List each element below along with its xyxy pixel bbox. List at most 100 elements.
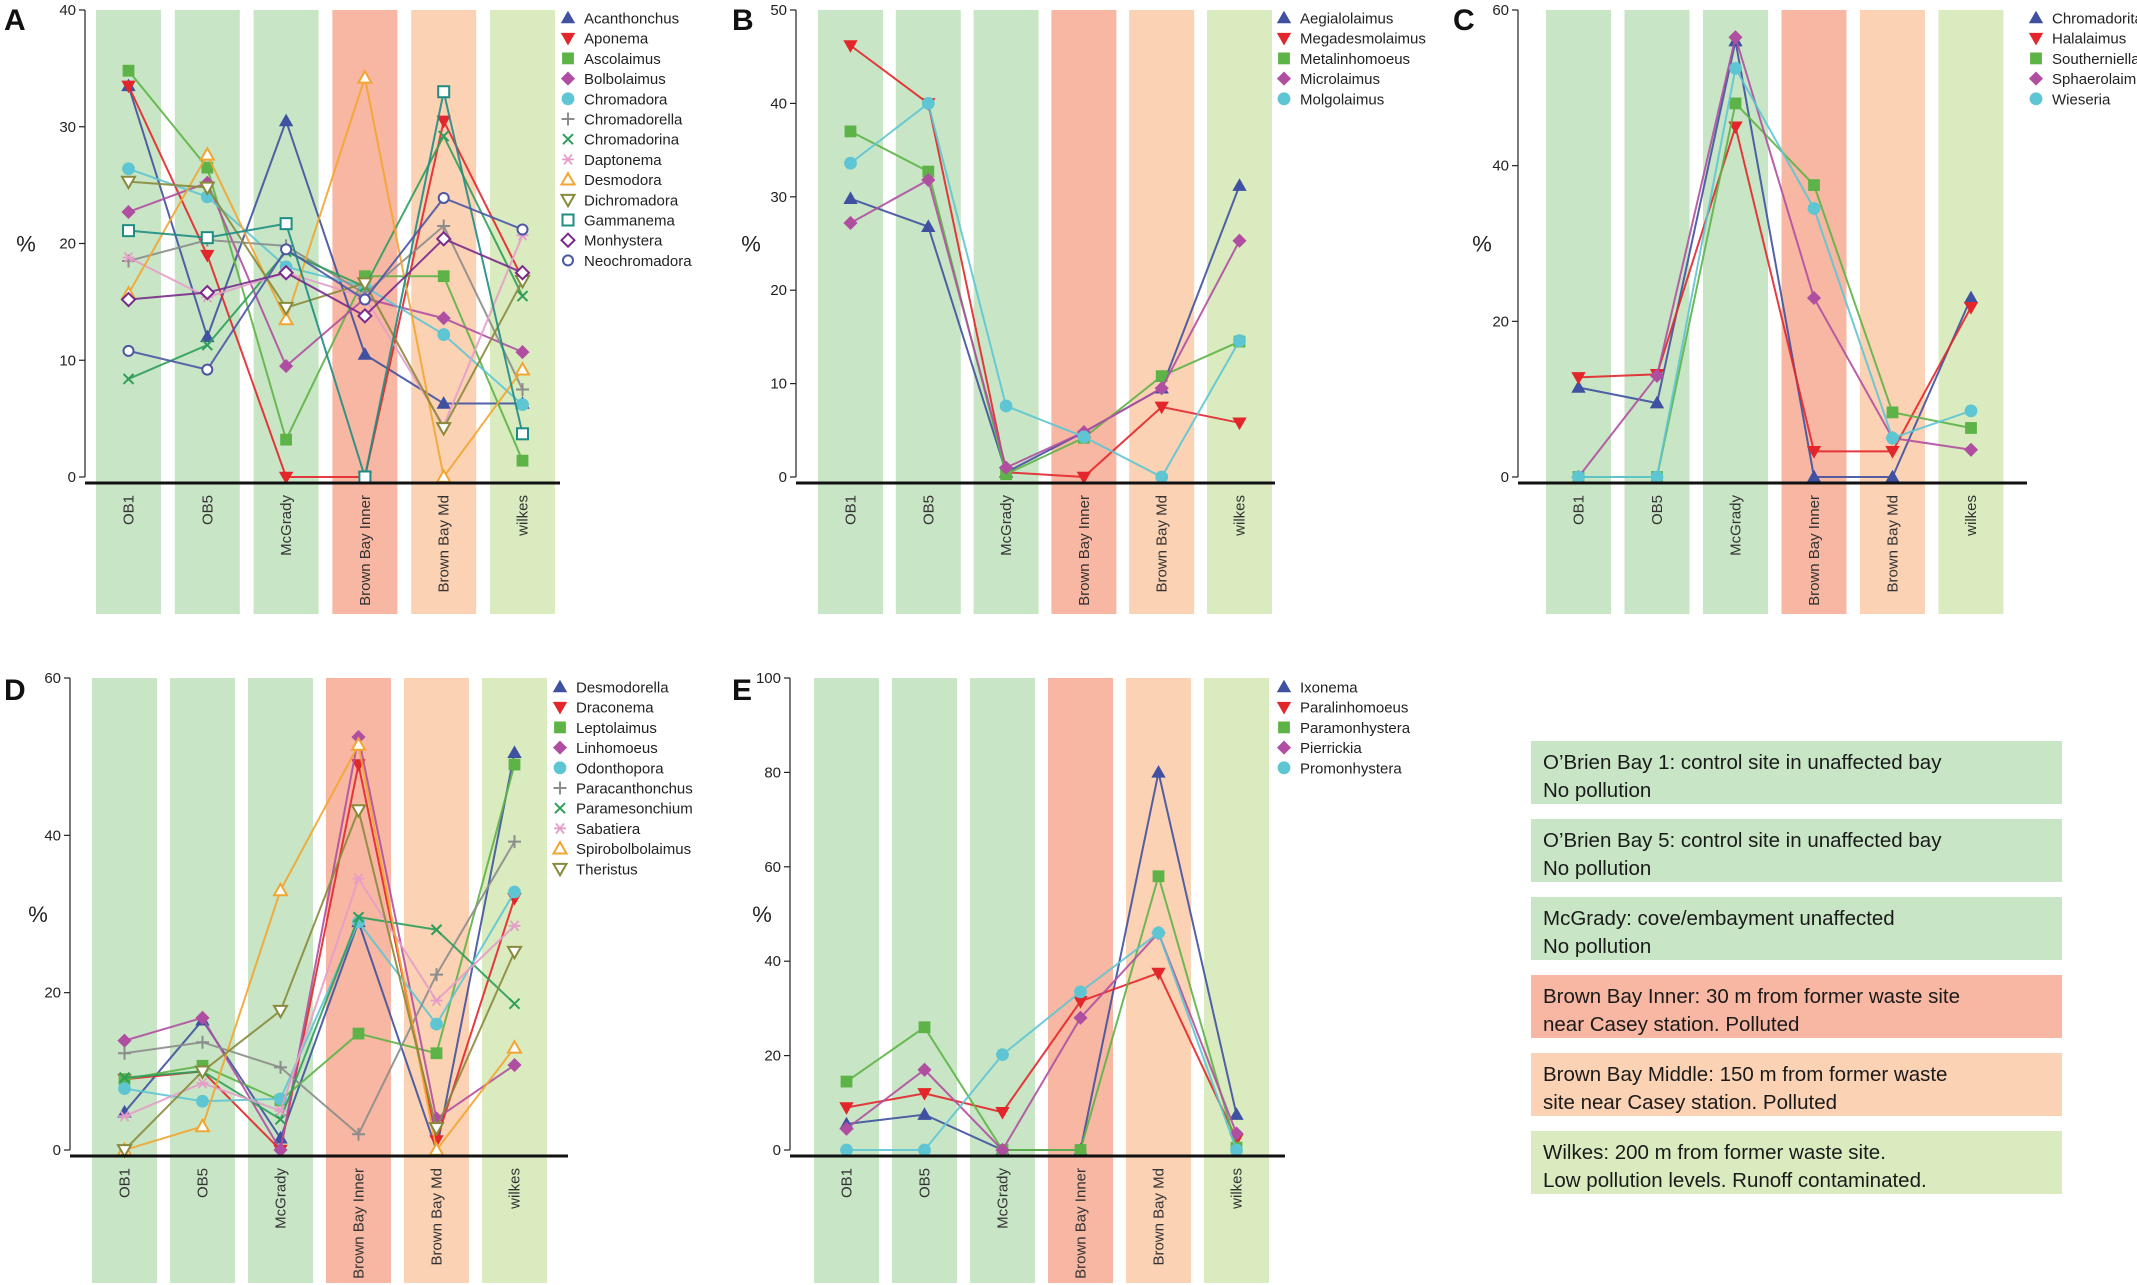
x-category-label: wilkes [507,1168,524,1210]
y-tick-label: 60 [764,859,781,876]
legend-label: Chromadorina [584,132,680,149]
data-point-marker [560,71,576,86]
data-point-marker [1152,870,1165,883]
site-band [482,678,547,1283]
y-tick-label: 40 [59,2,76,19]
data-point-marker [352,1027,365,1040]
y-axis-label: % [28,902,48,927]
legend-entry: Daptonema [562,152,662,169]
series-line [124,736,516,1153]
data-point-marker [554,802,566,814]
site-legend-wilkes: Wilkes: 200 m from former waste site. Lo… [1531,1131,2062,1194]
series-line [128,234,524,428]
site-legend-mcgrady: McGrady: cove/embayment unaffected No po… [1531,897,2062,960]
data-point-marker [121,204,136,220]
legend-label: Molgolaimus [1300,91,1384,108]
chart-panel-d: D 0 20 40 60% OB1 OB5 McGrady Brown Bay Inner Bro… [4,670,693,1283]
data-point-marker [844,156,857,170]
data-point-marker [1965,422,1977,434]
series-sabatiera [118,873,521,1122]
data-point-marker [1278,721,1290,734]
legend-label: Ixonema [1300,680,1358,697]
series-molgolaimus [844,97,1246,484]
panel-letter: E [732,674,752,707]
legend-label: Sphaerolaimus [2052,71,2137,88]
data-point-marker [554,822,566,834]
site-band [1048,678,1113,1283]
y-tick-label: 10 [59,352,76,369]
y-tick-label: 40 [770,95,787,112]
site-band [1204,678,1269,1283]
data-point-marker [560,10,576,24]
data-point-marker [1806,446,1822,459]
data-point-marker [918,1021,931,1034]
data-point-marker [122,251,135,264]
data-point-marker [508,758,521,771]
data-point-marker [1963,302,1979,315]
series-wieseria [1572,61,1978,484]
data-point-marker [553,781,567,795]
y-axis-label: % [1472,232,1492,257]
data-point-marker [562,52,574,65]
legend-entry: Chromadorita [2028,11,2137,28]
data-point-marker [436,311,451,326]
data-point-marker [437,130,450,142]
data-point-marker [1276,10,1292,24]
data-point-marker [1229,1107,1244,1120]
y-tick-label: 60 [44,670,61,687]
legend-label: Halalaimus [2052,31,2126,48]
data-point-marker [559,171,577,186]
legend-label: Theristus [576,861,638,878]
data-point-marker [1571,372,1586,385]
series-promonhystera [840,926,1243,1157]
data-point-marker [516,382,529,396]
data-point-marker [1886,431,1899,445]
data-point-marker [508,885,521,899]
data-point-marker [844,125,857,138]
series-neochromadora [122,191,529,376]
legend-entry: Chromadorina [562,132,680,149]
site-legend-line: No pollution [1543,857,1652,880]
x-category-label: Brown Bay Md [1885,495,1902,593]
data-point-marker [1077,430,1091,444]
y-tick-label: 0 [68,469,76,486]
site-legend-ob1: O’Brien Bay 1: control site in unaffecte… [1531,741,2062,804]
data-point-marker [1074,1144,1087,1156]
site-legend-line: O’Brien Bay 1: control site in unaffecte… [1543,751,1942,774]
data-point-marker [201,363,214,376]
y-tick-label: 10 [770,376,787,393]
legend-label: Leptolaimus [576,720,657,737]
site-band [174,10,240,614]
data-point-marker [430,924,443,936]
legend-label: Linhomoeus [576,740,658,757]
series-chromadorita [1571,33,1979,483]
x-category-label: OB5 [199,495,216,525]
legend-entry: Sphaerolaimus [2028,71,2137,88]
chart-panel-b: B 0 10 20 30 40 50% OB1 OB5 McGrady Brown Bay Inne… [732,2,1426,614]
data-point-marker [1808,179,1820,192]
data-point-marker [279,217,293,231]
data-point-marker [435,230,452,247]
legend-entry: Microlaimus [1276,71,1380,88]
site-band [970,678,1035,1283]
data-point-marker [562,254,574,267]
x-category-label: wilkes [515,495,532,537]
legend-label: Pierrickia [1300,740,1362,757]
data-point-marker [118,1082,131,1096]
y-tick-label: 0 [1501,469,1509,486]
x-category-label: OB1 [117,1168,134,1198]
data-point-marker [428,1122,445,1137]
data-point-marker [1885,446,1900,459]
y-tick-label: 60 [1492,2,1509,19]
data-point-marker [274,1060,287,1074]
y-tick-label: 20 [59,236,76,253]
legend-entry: Theristus [551,861,638,878]
series-paracanthonchus [118,835,521,1141]
legend-entry: Ixonema [1276,680,1358,697]
data-point-marker [357,347,373,360]
series-line [124,876,516,1118]
site-legend-brown-bay-middle: Brown Bay Middle: 150 m from former wast… [1531,1053,2062,1116]
data-point-marker [194,1117,211,1133]
legend-entry: Linhomoeus [552,740,658,757]
